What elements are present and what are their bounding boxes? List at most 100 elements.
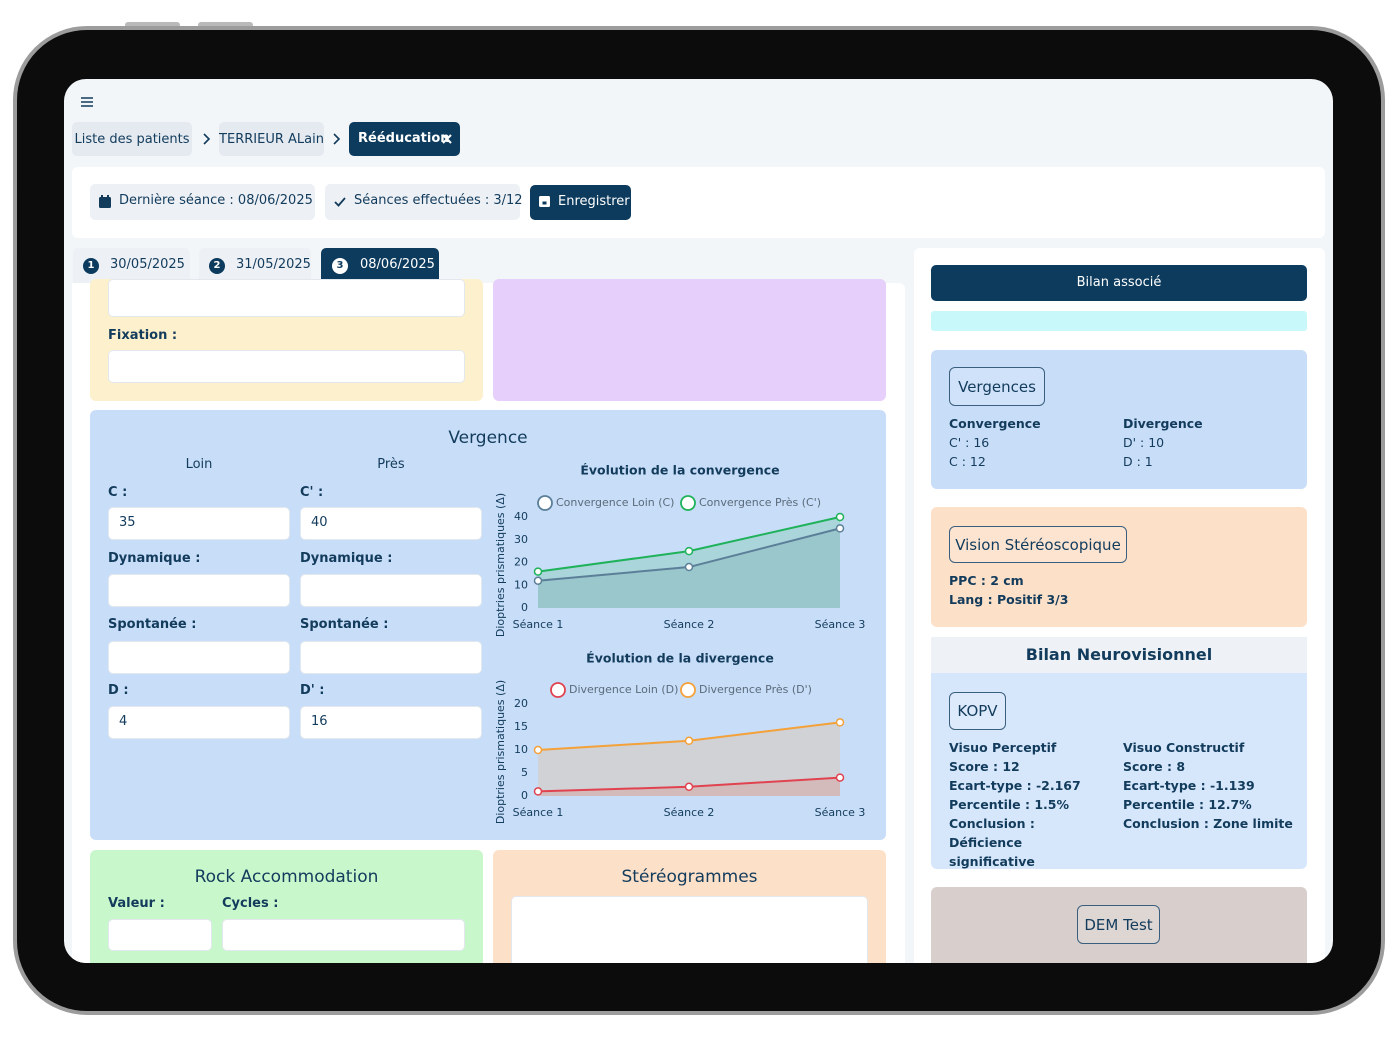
data-point: [533, 567, 543, 576]
section-title: Stéréogrammes: [621, 867, 758, 887]
legend-marker: [550, 682, 566, 698]
card-tag: Vision Stéréoscopique: [949, 526, 1127, 563]
tab-date: 30/05/2025: [110, 257, 185, 272]
x-tick-label: Séance 1: [513, 806, 564, 819]
section-title: Rock Accommodation: [194, 867, 379, 887]
chart-title: Évolution de la divergence: [586, 651, 774, 666]
input-field[interactable]: [108, 641, 290, 674]
data-point: [835, 524, 845, 533]
legend-marker: [680, 682, 696, 698]
y-tick-label: 5: [521, 766, 528, 779]
input-field[interactable]: [300, 574, 482, 607]
save-icon: [539, 196, 550, 207]
field-label: Spontanée :: [108, 617, 197, 632]
field-label: C :: [108, 485, 128, 500]
legend-label: Convergence Loin (C): [556, 496, 674, 509]
input-field[interactable]: 35: [108, 507, 290, 540]
info-line: Score : 12: [949, 759, 1020, 774]
y-axis-label: Dioptries prismatiques (Δ): [494, 680, 507, 824]
close-icon[interactable]: [442, 134, 452, 144]
input-field[interactable]: [222, 919, 465, 951]
field-label: D :: [108, 683, 129, 698]
input-field[interactable]: 4: [108, 706, 290, 739]
session-tab[interactable]: 2 31/05/2025: [199, 248, 311, 283]
info-line: Lang : Positif 3/3: [949, 592, 1069, 607]
info-line: Percentile : 12.7%: [1123, 797, 1252, 812]
input-area[interactable]: [511, 896, 868, 963]
x-tick-label: Séance 3: [815, 618, 866, 631]
input-field[interactable]: [108, 350, 465, 383]
legend-label: Divergence Loin (D): [569, 683, 678, 696]
input-field[interactable]: [108, 919, 212, 951]
field-label: C' :: [300, 485, 324, 500]
fixation-card: Fixation :: [90, 279, 483, 401]
field-label: D' :: [300, 683, 325, 698]
x-tick-label: Séance 3: [815, 806, 866, 819]
save-label: Enregistrer: [558, 194, 630, 209]
info-line: D : 1: [1123, 454, 1153, 469]
info-line: Ecart-type : -2.167: [949, 778, 1081, 793]
info-line: C : 12: [949, 454, 986, 469]
series-area: [538, 722, 840, 796]
data-point: [684, 562, 694, 572]
field-label: Dynamique :: [108, 551, 201, 566]
input-field[interactable]: [108, 574, 290, 607]
legend-marker: [537, 495, 553, 511]
y-tick-label: 20: [514, 556, 528, 569]
sessions-chip: Séances effectuées : 3/12: [325, 184, 523, 220]
info-line: C' : 16: [949, 435, 990, 450]
last-session: Dernière séance : 08/06/2025: [119, 193, 313, 208]
data-point: [684, 736, 694, 746]
info-line: Conclusion : Zone limite: [1123, 816, 1293, 831]
input-field[interactable]: 40: [300, 507, 482, 540]
column-heading: Visuo Constructif: [1123, 740, 1245, 755]
info-line: Percentile : 1.5%: [949, 797, 1069, 812]
card-tag: KOPV: [949, 692, 1006, 730]
session-tab-active[interactable]: 3 08/06/2025: [321, 248, 439, 283]
screen: Liste des patients TERRIEUR ALain Rééduc…: [64, 79, 1333, 963]
data-point: [533, 576, 543, 585]
y-tick-label: 0: [521, 601, 528, 614]
bilan-button[interactable]: Bilan associé: [931, 265, 1307, 301]
kopv-card: KOPV Visuo Perceptif Score : 12 Ecart-ty…: [931, 673, 1307, 869]
data-point: [684, 546, 694, 556]
field-label: Fixation :: [108, 328, 178, 343]
card-tag: DEM Test: [1077, 905, 1160, 944]
info-bar: [931, 311, 1307, 331]
breadcrumb-active[interactable]: Rééducation: [349, 122, 460, 156]
legend-label: Convergence Près (C'): [699, 496, 821, 509]
field-label: Cycles :: [222, 896, 279, 911]
input-field[interactable]: 16: [300, 706, 482, 739]
calendar-icon: [99, 195, 111, 208]
chevron: [333, 133, 341, 145]
dem-card: DEM Test: [931, 887, 1307, 963]
breadcrumb-item[interactable]: Liste des patients: [72, 122, 192, 156]
y-tick-label: 0: [521, 789, 528, 802]
menu-icon[interactable]: [80, 96, 94, 108]
y-tick-label: 20: [514, 697, 528, 710]
save-button[interactable]: Enregistrer: [530, 185, 631, 220]
color-card: [493, 279, 886, 401]
data-point: [835, 773, 845, 782]
breadcrumb-item[interactable]: TERRIEUR ALain: [219, 122, 324, 156]
tab-number: 2: [209, 258, 225, 274]
last-session-chip: Dernière séance : 08/06/2025: [90, 184, 315, 220]
chevron: [203, 133, 211, 145]
tab-number: 3: [332, 258, 348, 274]
tab-date: 31/05/2025: [236, 257, 311, 272]
input-field[interactable]: [108, 279, 465, 317]
charts: Évolution de la convergence Dioptries pri…: [494, 463, 866, 825]
data-point: [684, 782, 694, 792]
data-point: [533, 745, 543, 755]
input-field[interactable]: [300, 641, 482, 674]
x-tick-label: Séance 1: [513, 618, 564, 631]
column-heading: Divergence: [1123, 416, 1203, 431]
info-line: PPC : 2 cm: [949, 573, 1024, 588]
stereo-card: Vision Stéréoscopique PPC : 2 cm Lang : …: [931, 507, 1307, 627]
legend-label: Divergence Près (D'): [699, 683, 812, 696]
session-tab[interactable]: 1 30/05/2025: [73, 248, 190, 283]
column-header: Près: [377, 457, 405, 472]
series-area: [538, 517, 840, 608]
chart-title: Évolution de la convergence: [580, 463, 779, 478]
